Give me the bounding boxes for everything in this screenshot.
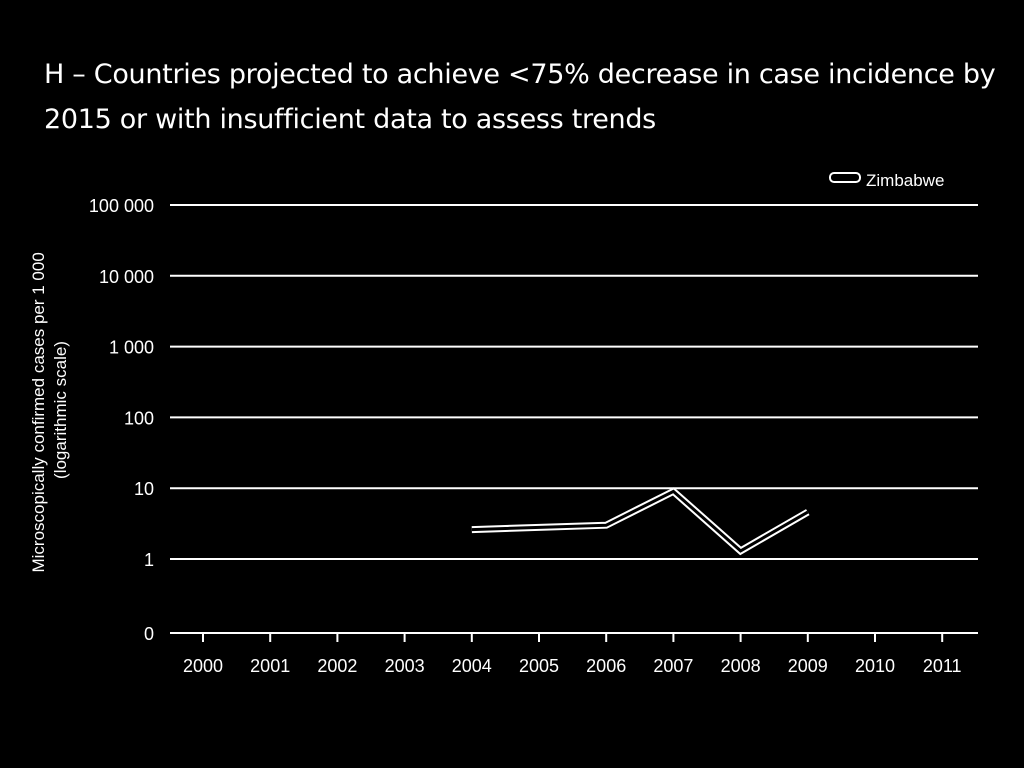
- x-tick-label: 2003: [385, 656, 425, 676]
- x-tick-label: 2007: [653, 656, 693, 676]
- legend-label-zimbabwe: Zimbabwe: [866, 171, 944, 190]
- x-tick-label: 2006: [586, 656, 626, 676]
- y-axis-label-line-1: Microscopically confirmed cases per 1 00…: [29, 252, 48, 572]
- x-axis: [170, 632, 978, 642]
- x-tick-label: 2002: [317, 656, 357, 676]
- x-tick-labels: 2000 2001 2002 2003 2004 2005 2006 2007 2008 2009…: [183, 656, 962, 676]
- gridlines: [170, 204, 978, 560]
- y-tick-label: 100 000: [89, 196, 154, 216]
- series-line-zimbabwe: [471, 489, 809, 553]
- y-tick-label: 1: [144, 550, 154, 570]
- y-tick-label: 1 000: [109, 338, 154, 358]
- x-tick-label: 2009: [788, 656, 828, 676]
- y-axis-label: Microscopically confirmed cases per 1 00…: [29, 247, 70, 572]
- y-tick-labels: 0 1 10 100 1 000 10 000 100 000: [89, 196, 154, 644]
- y-tick-label: 10: [134, 479, 154, 499]
- x-tick-label: 2010: [855, 656, 895, 676]
- x-tick-label: 2000: [183, 656, 223, 676]
- x-tick-label: 2001: [250, 656, 290, 676]
- y-tick-label: 100: [124, 408, 154, 428]
- x-tick-label: 2004: [452, 656, 492, 676]
- chart-title: H – Countries projected to achieve <75% …: [44, 59, 996, 135]
- x-tick-label: 2005: [519, 656, 559, 676]
- y-tick-label: 0: [144, 624, 154, 644]
- y-axis-label-line-2: (logarithmic scale): [51, 341, 70, 479]
- x-tick-label: 2008: [721, 656, 761, 676]
- x-tick-label: 2011: [923, 656, 962, 676]
- legend: Zimbabwe: [829, 171, 944, 190]
- legend-swatch-zimbabwe: [829, 172, 861, 183]
- y-tick-label: 10 000: [99, 267, 154, 287]
- series-group: [471, 487, 810, 556]
